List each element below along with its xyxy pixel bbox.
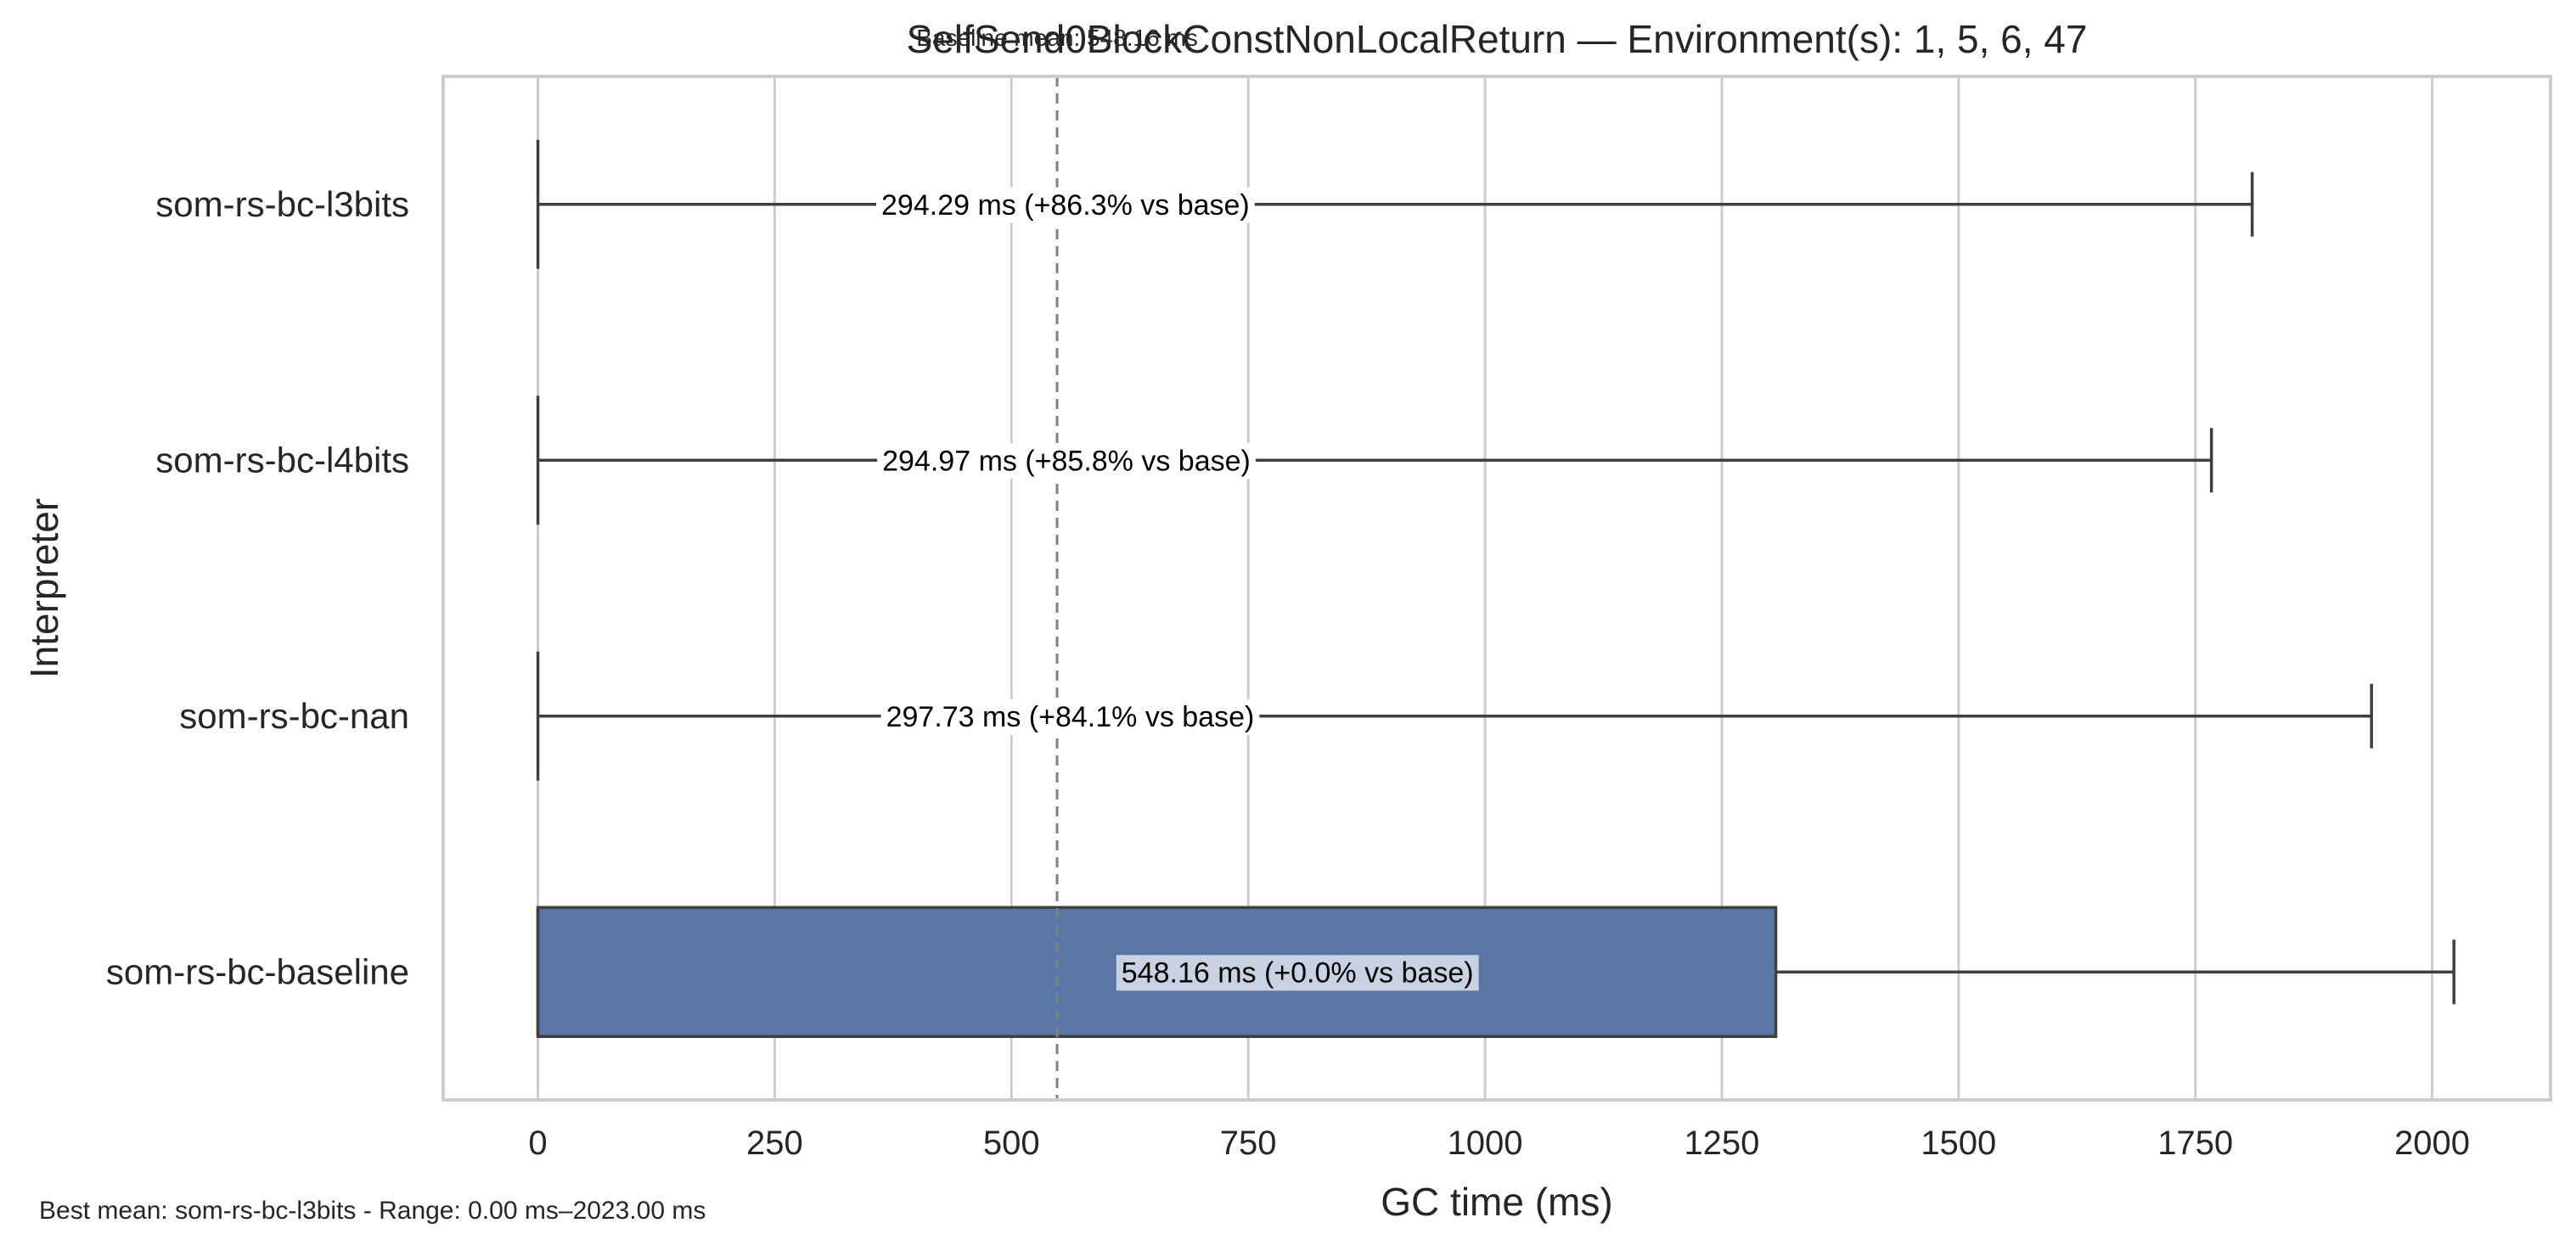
value-annotation: 294.29 ms (+86.3% vs base) <box>881 189 1250 222</box>
box-som-rs-bc-baseline <box>536 906 2455 1038</box>
annotation-som-rs-bc-l3bits: 294.29 ms (+86.3% vs base) <box>876 187 1255 223</box>
annotation-som-rs-bc-nan: 297.73 ms (+84.1% vs base) <box>880 698 1260 735</box>
x-tick-label: 0 <box>528 1125 547 1162</box>
axes: 0 250 500 750 1000 1250 1500 1750 2000 som-rs-bc-… <box>106 184 2470 1162</box>
y-tick-label: som-rs-bc-l4bits <box>155 440 409 480</box>
x-tick-label: 2000 <box>2394 1125 2470 1162</box>
y-tick-label: som-rs-bc-nan <box>179 696 409 736</box>
annotation-background <box>877 443 1256 480</box>
x-axis-label: GC time (ms) <box>1381 1180 1612 1224</box>
y-tick-label: som-rs-bc-baseline <box>106 951 409 991</box>
chart-title: SelfSend0BlockConstNonLocalReturn — Envi… <box>907 17 2088 61</box>
annotation-background <box>876 187 1255 223</box>
annotation-som-rs-bc-l4bits: 294.97 ms (+85.8% vs base) <box>877 443 1256 480</box>
x-tick-label: 1250 <box>1684 1125 1759 1162</box>
plot-area: 294.29 ms (+86.3% vs base) 294.97 ms (+85… <box>536 76 2455 1100</box>
value-annotation: 294.97 ms (+85.8% vs base) <box>882 445 1251 477</box>
annotation-background <box>880 698 1260 735</box>
y-tick-label: som-rs-bc-l3bits <box>155 184 409 224</box>
value-annotation: 297.73 ms (+84.1% vs base) <box>886 701 1255 733</box>
gridlines <box>537 76 2434 1100</box>
box-som-rs-bc-l4bits <box>536 395 2213 525</box>
box-som-rs-bc-l3bits <box>536 139 2254 269</box>
plot-frame <box>442 75 2552 1102</box>
box-som-rs-bc-nan <box>536 651 2373 781</box>
x-tick-label: 250 <box>746 1125 803 1162</box>
x-tick-label: 750 <box>1220 1125 1277 1162</box>
x-tick-label: 1500 <box>1921 1125 1996 1162</box>
x-tick-label: 500 <box>983 1125 1040 1162</box>
y-axis-label: Interpreter <box>22 498 66 678</box>
x-tick-label: 1750 <box>2157 1125 2233 1162</box>
reference-line-label: Baseline mean: 548.16 ms <box>916 25 1198 51</box>
x-tick-label: 1000 <box>1448 1125 1523 1162</box>
annotation-som-rs-bc-baseline: 548.16 ms (+0.0% vs base) <box>1116 955 1479 991</box>
value-annotation: 548.16 ms (+0.0% vs base) <box>1122 956 1474 989</box>
annotation-background <box>1116 955 1479 991</box>
footnote: Best mean: som-rs-bc-l3bits - Range: 0.0… <box>39 1197 706 1225</box>
